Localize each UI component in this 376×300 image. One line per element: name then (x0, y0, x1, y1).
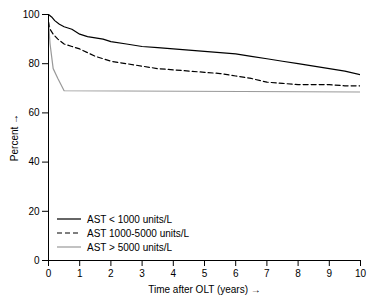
html-text:AST 1000-5000 units/L: AST 1000-5000 units/L (87, 227, 190, 239)
svg-text:2: 2 (108, 268, 114, 279)
svg-text:0: 0 (46, 268, 52, 279)
svg-text:4: 4 (171, 268, 177, 279)
svg-text:5: 5 (202, 268, 208, 279)
svg-text:3: 3 (139, 268, 145, 279)
svg-text:8: 8 (295, 268, 301, 279)
svg-text:60: 60 (28, 107, 40, 118)
html-text:AST > 5000 units/L: AST > 5000 units/L (87, 241, 173, 253)
svg-text:6: 6 (233, 268, 239, 279)
svg-text:9: 9 (327, 268, 333, 279)
svg-text:1: 1 (77, 268, 83, 279)
svg-text:10: 10 (355, 268, 367, 279)
svg-text:Time after OLT (years) →: Time after OLT (years) → (148, 284, 261, 295)
svg-text:7: 7 (264, 268, 270, 279)
svg-text:0: 0 (34, 255, 40, 266)
svg-text:100: 100 (23, 9, 40, 20)
svg-text:40: 40 (28, 156, 40, 167)
svg-text:80: 80 (28, 58, 40, 69)
svg-text:20: 20 (28, 206, 40, 217)
html-text:AST < 1000 units/L: AST < 1000 units/L (87, 213, 173, 225)
svg-text:Percent →: Percent → (9, 114, 20, 161)
